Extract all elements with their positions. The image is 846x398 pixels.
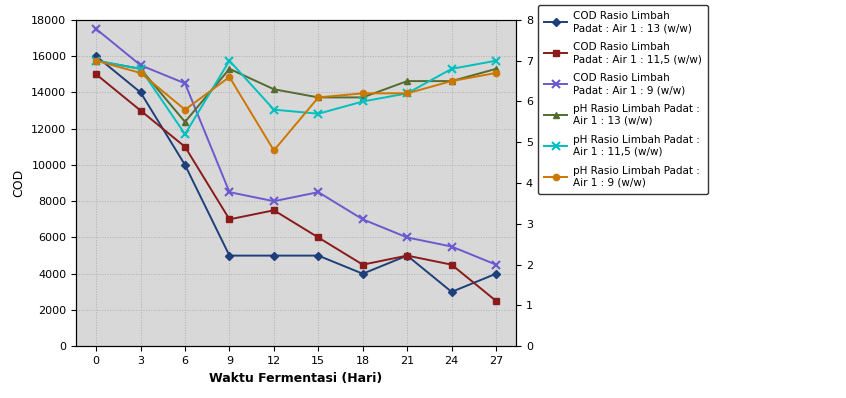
pH Rasio Limbah Padat :
Air 1 : 13 (w/w): (15, 6.1): 13 (w/w): (15, 6.1)	[313, 95, 323, 100]
pH Rasio Limbah Padat :
Air 1 : 11,5 (w/w): (12, 5.8): 11,5 (w/w): (12, 5.8)	[269, 107, 279, 112]
pH Rasio Limbah Padat :
Air 1 : 13 (w/w): (0, 7): 13 (w/w): (0, 7)	[91, 59, 102, 63]
COD Rasio Limbah
Padat : Air 1 : 13 (w/w): (27, 4e+03): Air 1 : 13 (w/w): (27, 4e+03)	[491, 271, 501, 276]
pH Rasio Limbah Padat :
Air 1 : 13 (w/w): (6, 5.5): 13 (w/w): (6, 5.5)	[180, 119, 190, 124]
COD Rasio Limbah
Padat : Air 1 : 13 (w/w): (9, 5e+03): Air 1 : 13 (w/w): (9, 5e+03)	[224, 253, 234, 258]
COD Rasio Limbah
Padat : Air 1 : 13 (w/w): (24, 3e+03): Air 1 : 13 (w/w): (24, 3e+03)	[447, 289, 457, 294]
pH Rasio Limbah Padat :
Air 1 : 11,5 (w/w): (21, 6.2): 11,5 (w/w): (21, 6.2)	[402, 91, 412, 96]
Y-axis label: pH: pH	[536, 174, 550, 192]
pH Rasio Limbah Padat :
Air 1 : 11,5 (w/w): (3, 6.8): 11,5 (w/w): (3, 6.8)	[135, 66, 146, 71]
Line: COD Rasio Limbah
Padat : Air 1 : 9 (w/w): COD Rasio Limbah Padat : Air 1 : 9 (w/w)	[92, 25, 500, 269]
pH Rasio Limbah Padat :
Air 1 : 9 (w/w): (18, 6.2): 9 (w/w): (18, 6.2)	[358, 91, 368, 96]
Line: COD Rasio Limbah
Padat : Air 1 : 13 (w/w): COD Rasio Limbah Padat : Air 1 : 13 (w/w…	[93, 53, 499, 295]
pH Rasio Limbah Padat :
Air 1 : 13 (w/w): (3, 6.8): 13 (w/w): (3, 6.8)	[135, 66, 146, 71]
X-axis label: Waktu Fermentasi (Hari): Waktu Fermentasi (Hari)	[210, 372, 382, 384]
COD Rasio Limbah
Padat : Air 1 : 11,5 (w/w): (24, 4.5e+03): Air 1 : 11,5 (w/w): (24, 4.5e+03)	[447, 262, 457, 267]
pH Rasio Limbah Padat :
Air 1 : 9 (w/w): (6, 5.8): 9 (w/w): (6, 5.8)	[180, 107, 190, 112]
COD Rasio Limbah
Padat : Air 1 : 11,5 (w/w): (3, 1.3e+04): Air 1 : 11,5 (w/w): (3, 1.3e+04)	[135, 108, 146, 113]
pH Rasio Limbah Padat :
Air 1 : 11,5 (w/w): (9, 7): 11,5 (w/w): (9, 7)	[224, 59, 234, 63]
Line: COD Rasio Limbah
Padat : Air 1 : 11,5 (w/w): COD Rasio Limbah Padat : Air 1 : 11,5 (w…	[93, 71, 499, 304]
pH Rasio Limbah Padat :
Air 1 : 11,5 (w/w): (24, 6.8): 11,5 (w/w): (24, 6.8)	[447, 66, 457, 71]
COD Rasio Limbah
Padat : Air 1 : 9 (w/w): (18, 7e+03): Air 1 : 9 (w/w): (18, 7e+03)	[358, 217, 368, 222]
COD Rasio Limbah
Padat : Air 1 : 11,5 (w/w): (0, 1.5e+04): Air 1 : 11,5 (w/w): (0, 1.5e+04)	[91, 72, 102, 77]
COD Rasio Limbah
Padat : Air 1 : 9 (w/w): (24, 5.5e+03): Air 1 : 9 (w/w): (24, 5.5e+03)	[447, 244, 457, 249]
COD Rasio Limbah
Padat : Air 1 : 13 (w/w): (12, 5e+03): Air 1 : 13 (w/w): (12, 5e+03)	[269, 253, 279, 258]
COD Rasio Limbah
Padat : Air 1 : 13 (w/w): (15, 5e+03): Air 1 : 13 (w/w): (15, 5e+03)	[313, 253, 323, 258]
COD Rasio Limbah
Padat : Air 1 : 13 (w/w): (6, 1e+04): Air 1 : 13 (w/w): (6, 1e+04)	[180, 162, 190, 167]
pH Rasio Limbah Padat :
Air 1 : 9 (w/w): (21, 6.2): 9 (w/w): (21, 6.2)	[402, 91, 412, 96]
pH Rasio Limbah Padat :
Air 1 : 9 (w/w): (27, 6.7): 9 (w/w): (27, 6.7)	[491, 70, 501, 75]
pH Rasio Limbah Padat :
Air 1 : 9 (w/w): (0, 7): 9 (w/w): (0, 7)	[91, 59, 102, 63]
COD Rasio Limbah
Padat : Air 1 : 11,5 (w/w): (21, 5e+03): Air 1 : 11,5 (w/w): (21, 5e+03)	[402, 253, 412, 258]
pH Rasio Limbah Padat :
Air 1 : 9 (w/w): (9, 6.6): 9 (w/w): (9, 6.6)	[224, 75, 234, 80]
Line: pH Rasio Limbah Padat :
Air 1 : 9 (w/w): pH Rasio Limbah Padat : Air 1 : 9 (w/w)	[93, 58, 499, 154]
pH Rasio Limbah Padat :
Air 1 : 11,5 (w/w): (27, 7): 11,5 (w/w): (27, 7)	[491, 59, 501, 63]
COD Rasio Limbah
Padat : Air 1 : 11,5 (w/w): (6, 1.1e+04): Air 1 : 11,5 (w/w): (6, 1.1e+04)	[180, 144, 190, 149]
pH Rasio Limbah Padat :
Air 1 : 13 (w/w): (9, 6.8): 13 (w/w): (9, 6.8)	[224, 66, 234, 71]
Legend: COD Rasio Limbah
Padat : Air 1 : 13 (w/w), COD Rasio Limbah
Padat : Air 1 : 11,5: COD Rasio Limbah Padat : Air 1 : 13 (w/w…	[538, 5, 708, 194]
COD Rasio Limbah
Padat : Air 1 : 11,5 (w/w): (27, 2.5e+03): Air 1 : 11,5 (w/w): (27, 2.5e+03)	[491, 298, 501, 303]
COD Rasio Limbah
Padat : Air 1 : 9 (w/w): (0, 1.75e+04): Air 1 : 9 (w/w): (0, 1.75e+04)	[91, 27, 102, 31]
pH Rasio Limbah Padat :
Air 1 : 13 (w/w): (21, 6.5): 13 (w/w): (21, 6.5)	[402, 79, 412, 84]
COD Rasio Limbah
Padat : Air 1 : 9 (w/w): (6, 1.45e+04): Air 1 : 9 (w/w): (6, 1.45e+04)	[180, 81, 190, 86]
pH Rasio Limbah Padat :
Air 1 : 9 (w/w): (12, 4.8): 9 (w/w): (12, 4.8)	[269, 148, 279, 153]
COD Rasio Limbah
Padat : Air 1 : 13 (w/w): (0, 1.6e+04): Air 1 : 13 (w/w): (0, 1.6e+04)	[91, 54, 102, 59]
pH Rasio Limbah Padat :
Air 1 : 13 (w/w): (24, 6.5): 13 (w/w): (24, 6.5)	[447, 79, 457, 84]
COD Rasio Limbah
Padat : Air 1 : 9 (w/w): (15, 8.5e+03): Air 1 : 9 (w/w): (15, 8.5e+03)	[313, 190, 323, 195]
COD Rasio Limbah
Padat : Air 1 : 9 (w/w): (12, 8e+03): Air 1 : 9 (w/w): (12, 8e+03)	[269, 199, 279, 204]
pH Rasio Limbah Padat :
Air 1 : 11,5 (w/w): (15, 5.7): 11,5 (w/w): (15, 5.7)	[313, 111, 323, 116]
COD Rasio Limbah
Padat : Air 1 : 13 (w/w): (21, 5e+03): Air 1 : 13 (w/w): (21, 5e+03)	[402, 253, 412, 258]
pH Rasio Limbah Padat :
Air 1 : 11,5 (w/w): (6, 5.2): 11,5 (w/w): (6, 5.2)	[180, 132, 190, 137]
COD Rasio Limbah
Padat : Air 1 : 13 (w/w): (18, 4e+03): Air 1 : 13 (w/w): (18, 4e+03)	[358, 271, 368, 276]
COD Rasio Limbah
Padat : Air 1 : 11,5 (w/w): (18, 4.5e+03): Air 1 : 11,5 (w/w): (18, 4.5e+03)	[358, 262, 368, 267]
pH Rasio Limbah Padat :
Air 1 : 9 (w/w): (24, 6.5): 9 (w/w): (24, 6.5)	[447, 79, 457, 84]
pH Rasio Limbah Padat :
Air 1 : 13 (w/w): (18, 6.1): 13 (w/w): (18, 6.1)	[358, 95, 368, 100]
COD Rasio Limbah
Padat : Air 1 : 9 (w/w): (9, 8.5e+03): Air 1 : 9 (w/w): (9, 8.5e+03)	[224, 190, 234, 195]
COD Rasio Limbah
Padat : Air 1 : 11,5 (w/w): (12, 7.5e+03): Air 1 : 11,5 (w/w): (12, 7.5e+03)	[269, 208, 279, 213]
COD Rasio Limbah
Padat : Air 1 : 9 (w/w): (3, 1.55e+04): Air 1 : 9 (w/w): (3, 1.55e+04)	[135, 63, 146, 68]
pH Rasio Limbah Padat :
Air 1 : 13 (w/w): (27, 6.8): 13 (w/w): (27, 6.8)	[491, 66, 501, 71]
COD Rasio Limbah
Padat : Air 1 : 11,5 (w/w): (9, 7e+03): Air 1 : 11,5 (w/w): (9, 7e+03)	[224, 217, 234, 222]
COD Rasio Limbah
Padat : Air 1 : 11,5 (w/w): (15, 6e+03): Air 1 : 11,5 (w/w): (15, 6e+03)	[313, 235, 323, 240]
pH Rasio Limbah Padat :
Air 1 : 9 (w/w): (15, 6.1): 9 (w/w): (15, 6.1)	[313, 95, 323, 100]
pH Rasio Limbah Padat :
Air 1 : 11,5 (w/w): (0, 7): 11,5 (w/w): (0, 7)	[91, 59, 102, 63]
pH Rasio Limbah Padat :
Air 1 : 13 (w/w): (12, 6.3): 13 (w/w): (12, 6.3)	[269, 87, 279, 92]
Line: pH Rasio Limbah Padat :
Air 1 : 11,5 (w/w): pH Rasio Limbah Padat : Air 1 : 11,5 (w/…	[92, 57, 500, 138]
Line: pH Rasio Limbah Padat :
Air 1 : 13 (w/w): pH Rasio Limbah Padat : Air 1 : 13 (w/w)	[93, 57, 499, 125]
COD Rasio Limbah
Padat : Air 1 : 9 (w/w): (27, 4.5e+03): Air 1 : 9 (w/w): (27, 4.5e+03)	[491, 262, 501, 267]
Y-axis label: COD: COD	[13, 169, 25, 197]
pH Rasio Limbah Padat :
Air 1 : 9 (w/w): (3, 6.7): 9 (w/w): (3, 6.7)	[135, 70, 146, 75]
COD Rasio Limbah
Padat : Air 1 : 13 (w/w): (3, 1.4e+04): Air 1 : 13 (w/w): (3, 1.4e+04)	[135, 90, 146, 95]
COD Rasio Limbah
Padat : Air 1 : 9 (w/w): (21, 6e+03): Air 1 : 9 (w/w): (21, 6e+03)	[402, 235, 412, 240]
pH Rasio Limbah Padat :
Air 1 : 11,5 (w/w): (18, 6): 11,5 (w/w): (18, 6)	[358, 99, 368, 104]
